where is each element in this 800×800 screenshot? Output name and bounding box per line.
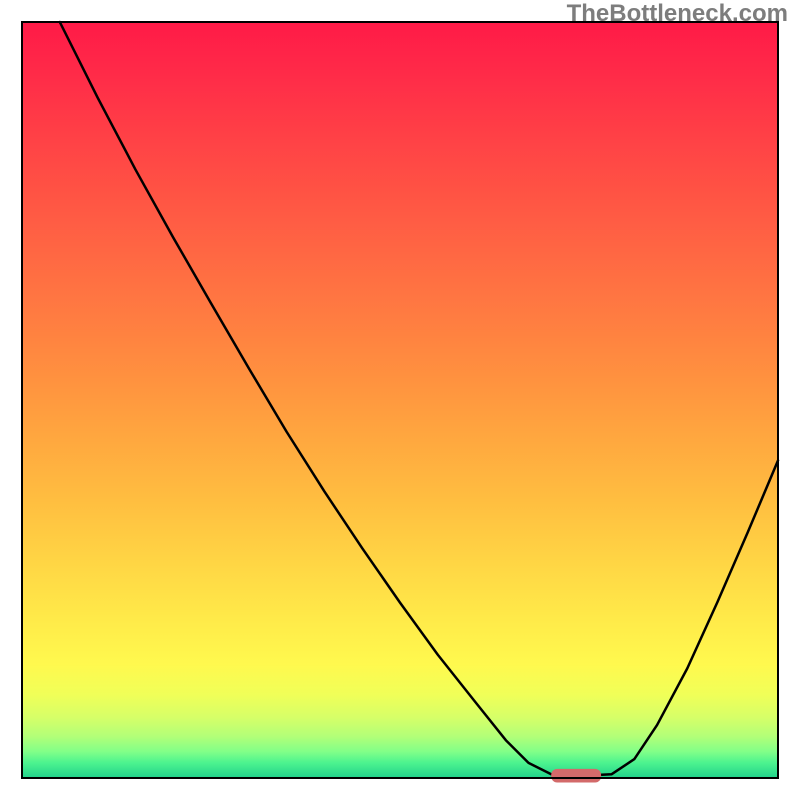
- plot-background-gradient: [22, 22, 778, 778]
- optimal-point-marker: [551, 769, 601, 783]
- bottleneck-curve-chart: [0, 0, 800, 800]
